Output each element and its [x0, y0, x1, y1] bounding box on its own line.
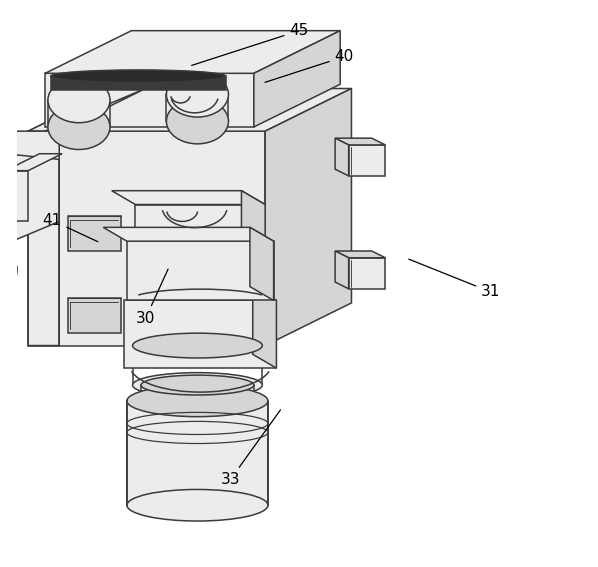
Polygon shape [5, 131, 59, 244]
Polygon shape [103, 227, 274, 241]
Polygon shape [28, 88, 132, 131]
Ellipse shape [51, 70, 225, 82]
Polygon shape [5, 171, 28, 222]
Polygon shape [45, 73, 254, 127]
Polygon shape [242, 191, 265, 241]
Polygon shape [68, 298, 121, 333]
Ellipse shape [127, 489, 268, 521]
Polygon shape [127, 241, 274, 301]
Polygon shape [254, 31, 340, 127]
Ellipse shape [133, 333, 263, 358]
Ellipse shape [127, 385, 268, 417]
Polygon shape [349, 258, 385, 289]
Polygon shape [124, 301, 276, 368]
Ellipse shape [48, 104, 110, 150]
Polygon shape [127, 401, 268, 505]
Text: 40: 40 [265, 49, 354, 82]
Polygon shape [28, 131, 265, 345]
Polygon shape [112, 191, 265, 205]
Ellipse shape [166, 72, 228, 117]
Polygon shape [349, 145, 385, 176]
Polygon shape [335, 251, 349, 289]
Polygon shape [5, 154, 62, 171]
Polygon shape [250, 227, 274, 301]
Polygon shape [135, 205, 265, 241]
Polygon shape [5, 131, 59, 159]
Ellipse shape [166, 99, 228, 144]
Polygon shape [28, 131, 59, 345]
Ellipse shape [141, 391, 254, 411]
Ellipse shape [133, 373, 263, 397]
Ellipse shape [48, 78, 110, 122]
Polygon shape [253, 286, 276, 368]
Text: 31: 31 [409, 259, 501, 299]
Polygon shape [68, 216, 121, 251]
Polygon shape [335, 138, 385, 145]
Ellipse shape [141, 375, 254, 395]
Text: 33: 33 [221, 410, 280, 488]
Polygon shape [51, 76, 225, 90]
Polygon shape [28, 88, 352, 131]
Polygon shape [335, 251, 385, 258]
Polygon shape [335, 138, 349, 176]
Polygon shape [5, 88, 145, 154]
Polygon shape [45, 31, 340, 73]
Text: 41: 41 [42, 213, 98, 242]
Polygon shape [265, 88, 352, 345]
Text: 45: 45 [191, 23, 309, 65]
Text: 30: 30 [136, 269, 168, 326]
